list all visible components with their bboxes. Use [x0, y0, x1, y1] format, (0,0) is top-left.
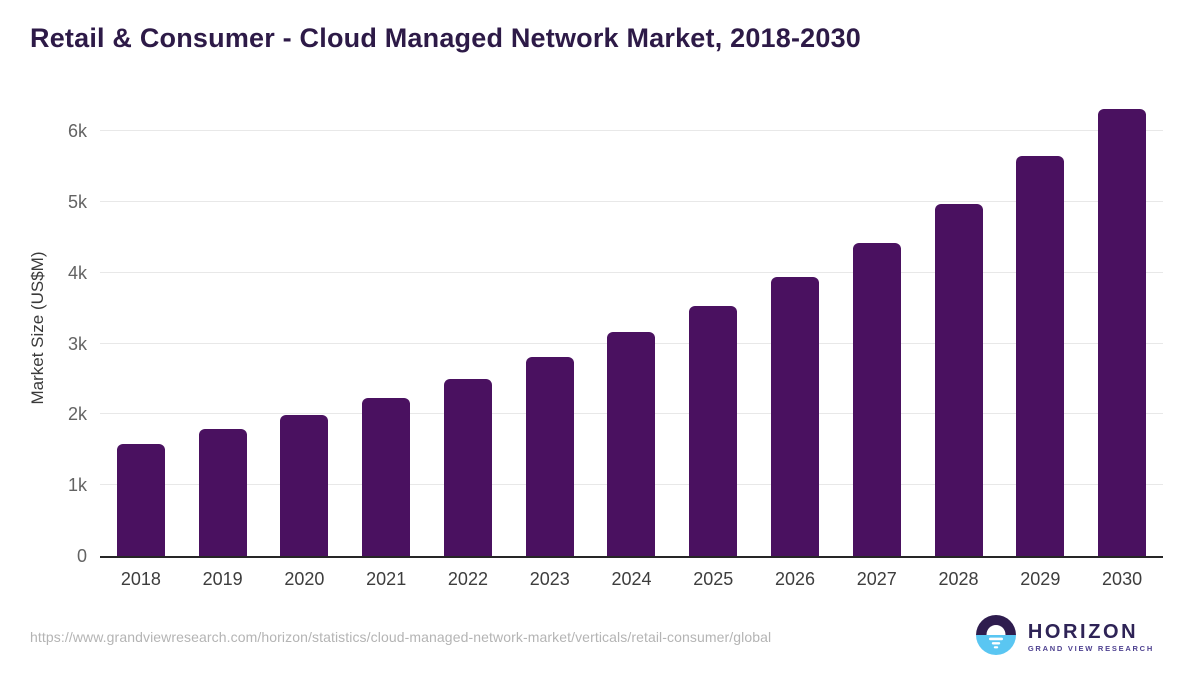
x-tick-label-2024: 2024 [611, 569, 652, 589]
bar-2027[interactable] [852, 242, 901, 556]
x-tick-label-2028: 2028 [938, 569, 979, 589]
bar-slot [345, 98, 427, 556]
bar-slot [754, 98, 836, 556]
bar-2023[interactable] [525, 357, 574, 556]
footer: https://www.grandviewresearch.com/horizo… [30, 610, 1154, 664]
horizon-sun-over-water-icon [974, 613, 1018, 662]
x-tick-label-2018: 2018 [120, 569, 161, 589]
source-url: https://www.grandviewresearch.com/horizo… [30, 629, 772, 645]
bar-2025[interactable] [689, 305, 738, 556]
x-tick-label-2029: 2029 [1020, 569, 1061, 589]
bar-slot [100, 98, 182, 556]
bar-2020[interactable] [280, 414, 329, 556]
bar-slot [509, 98, 591, 556]
bar-slot [591, 98, 673, 556]
x-tick-label-2023: 2023 [529, 569, 570, 589]
gridline [100, 130, 1163, 132]
bar-slot [182, 98, 264, 556]
bar-2026[interactable] [771, 276, 819, 556]
chart-title: Retail & Consumer - Cloud Managed Networ… [30, 23, 862, 53]
bar-slot [918, 98, 1000, 556]
x-tick-label-2021: 2021 [366, 569, 407, 589]
y-tick-label-3k: 3k [67, 333, 87, 354]
y-tick-label-4k: 4k [67, 262, 87, 283]
x-tick-label-2019: 2019 [202, 569, 243, 589]
x-tick-label-2030: 2030 [1102, 569, 1143, 589]
bar-2022[interactable] [443, 379, 492, 556]
bar-slot [672, 98, 754, 556]
gridline [100, 201, 1163, 203]
bar-slot [427, 98, 509, 556]
x-tick-label-2027: 2027 [856, 569, 897, 589]
bar-2028[interactable] [934, 204, 983, 556]
x-tick-label-2020: 2020 [284, 569, 325, 589]
bar-2019[interactable] [198, 429, 247, 556]
gridline [100, 271, 1163, 273]
horizon-logo: HORIZON GRAND VIEW RESEARCH [974, 613, 1154, 662]
y-axis-title: Market Size (US$M) [28, 251, 47, 405]
bar-slot [1081, 98, 1163, 556]
y-tick-label-6k: 6k [67, 121, 87, 142]
x-axis-labels: 2018 2019 2020 2021 2022 2023 2024 2025 2026 2027… [100, 569, 1163, 590]
y-tick-label-2k: 2k [67, 404, 87, 425]
bar-2024[interactable] [607, 331, 656, 556]
x-tick-label-2026: 2026 [774, 569, 816, 589]
bar-2018[interactable] [116, 443, 165, 556]
y-tick-label-0: 0 [76, 546, 87, 566]
y-tick-label-1k: 1k [67, 475, 87, 496]
bar-slot [264, 98, 346, 556]
logo-wordmark: HORIZON [1027, 620, 1139, 643]
bar-group [100, 98, 1163, 556]
bar-2029[interactable] [1016, 156, 1065, 556]
bar-2030[interactable] [1098, 109, 1147, 556]
x-tick-label-2022: 2022 [447, 569, 488, 589]
x-tick-label-2025: 2025 [693, 569, 734, 589]
bar-slot [999, 98, 1081, 556]
bar-slot [836, 98, 918, 556]
logo-tagline: GRAND VIEW RESEARCH [1027, 643, 1154, 653]
logo-text: HORIZON GRAND VIEW RESEARCH [1028, 622, 1154, 653]
bar-2021[interactable] [362, 398, 411, 556]
y-tick-label-5k: 5k [67, 192, 87, 213]
plot-area: 0 1k 2k 3k 4k 5k 6k [68, 98, 1163, 565]
